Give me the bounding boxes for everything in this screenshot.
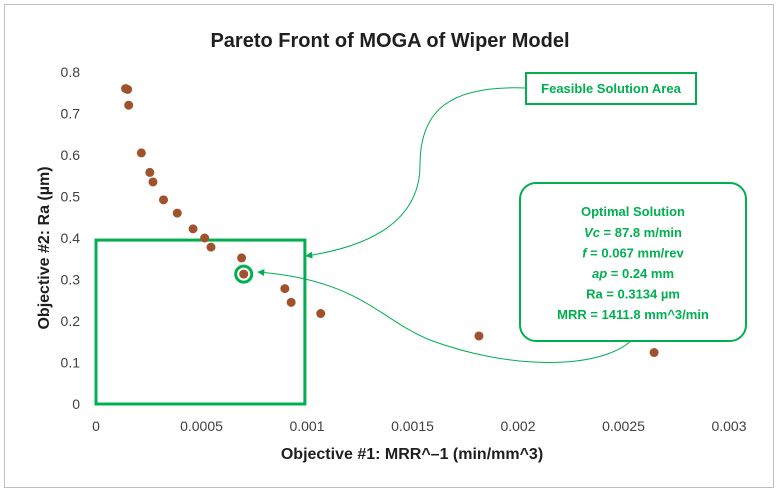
x-tick-label: 0 (92, 418, 100, 434)
data-point (148, 177, 158, 187)
data-point (206, 242, 216, 252)
data-point (145, 167, 155, 177)
param-value: = 87.8 m/min (600, 225, 682, 240)
data-points (121, 84, 659, 358)
data-point (172, 208, 182, 218)
data-point (136, 148, 146, 158)
x-tick-label: 0.0005 (180, 418, 223, 434)
optimal-param-line: MRR = 1411.8 mm^3/min (557, 307, 709, 322)
y-axis-title: Objective #2: Ra (µm) (36, 166, 53, 329)
x-tick-label: 0.0015 (391, 418, 434, 434)
y-tick-label: 0.2 (61, 313, 81, 329)
optimal-param-line: f = 0.067 mm/rev (582, 246, 684, 261)
y-tick-label: 0.8 (61, 64, 81, 80)
data-point (200, 233, 210, 243)
param-name: f (582, 246, 588, 261)
optimal-param-line: Vc = 87.8 m/min (584, 225, 682, 240)
feasible-area-rect (94, 238, 307, 406)
param-value: = 0.067 mm/rev (587, 246, 685, 261)
data-point (124, 100, 134, 110)
data-point (316, 309, 326, 319)
data-point (474, 331, 484, 341)
data-point (280, 284, 290, 294)
data-point (239, 269, 249, 279)
optimal-title: Optimal Solution (581, 204, 685, 219)
optimal-label-box (519, 182, 747, 342)
param-name: Vc (584, 225, 601, 240)
y-tick-label: 0.5 (61, 189, 81, 205)
y-tick-label: 0 (72, 396, 80, 412)
optimal-param-line: ap = 0.24 mm (592, 266, 674, 281)
x-axis: 0 0.0005 0.001 0.0015 0.002 0.0025 0.003 (92, 418, 747, 434)
x-tick-label: 0.003 (711, 418, 746, 434)
data-point (123, 84, 133, 94)
chart-title: Pareto Front of MOGA of Wiper Model (210, 30, 569, 52)
data-point (188, 224, 198, 234)
y-tick-label: 0.6 (61, 147, 81, 163)
param-value: Ra = 0.3134 µm (586, 287, 680, 302)
x-axis-title: Objective #1: MRR^–1 (min/mm^3) (281, 446, 543, 463)
y-axis: 0 0.1 0.2 0.3 0.4 0.5 0.6 0.7 0.8 (61, 64, 81, 412)
x-tick-label: 0.0025 (602, 418, 645, 434)
data-point (159, 195, 169, 205)
y-tick-label: 0.7 (61, 106, 81, 122)
data-point (237, 253, 247, 263)
x-tick-label: 0.002 (500, 418, 535, 434)
feasible-label-box (525, 72, 697, 105)
param-value: MRR = 1411.8 mm^3/min (557, 307, 709, 322)
data-point (649, 348, 659, 358)
y-tick-label: 0.3 (61, 272, 81, 288)
optimal-callout-leader (257, 269, 633, 363)
y-tick-label: 0.1 (61, 355, 81, 371)
param-value: = 0.24 mm (607, 266, 674, 281)
x-tick-label: 0.001 (289, 418, 324, 434)
optimal-point-marker (234, 264, 254, 284)
y-tick-label: 0.4 (61, 230, 81, 246)
optimal-param-line: Ra = 0.3134 µm (586, 287, 680, 302)
optimal-parameters: Vc = 87.8 m/min f = 0.067 mm/rev ap = 0.24… (557, 225, 709, 322)
data-point (286, 297, 296, 307)
feasible-callout-leader (305, 87, 527, 259)
feasible-label: Feasible Solution Area (541, 81, 681, 96)
param-name: ap (592, 266, 607, 281)
